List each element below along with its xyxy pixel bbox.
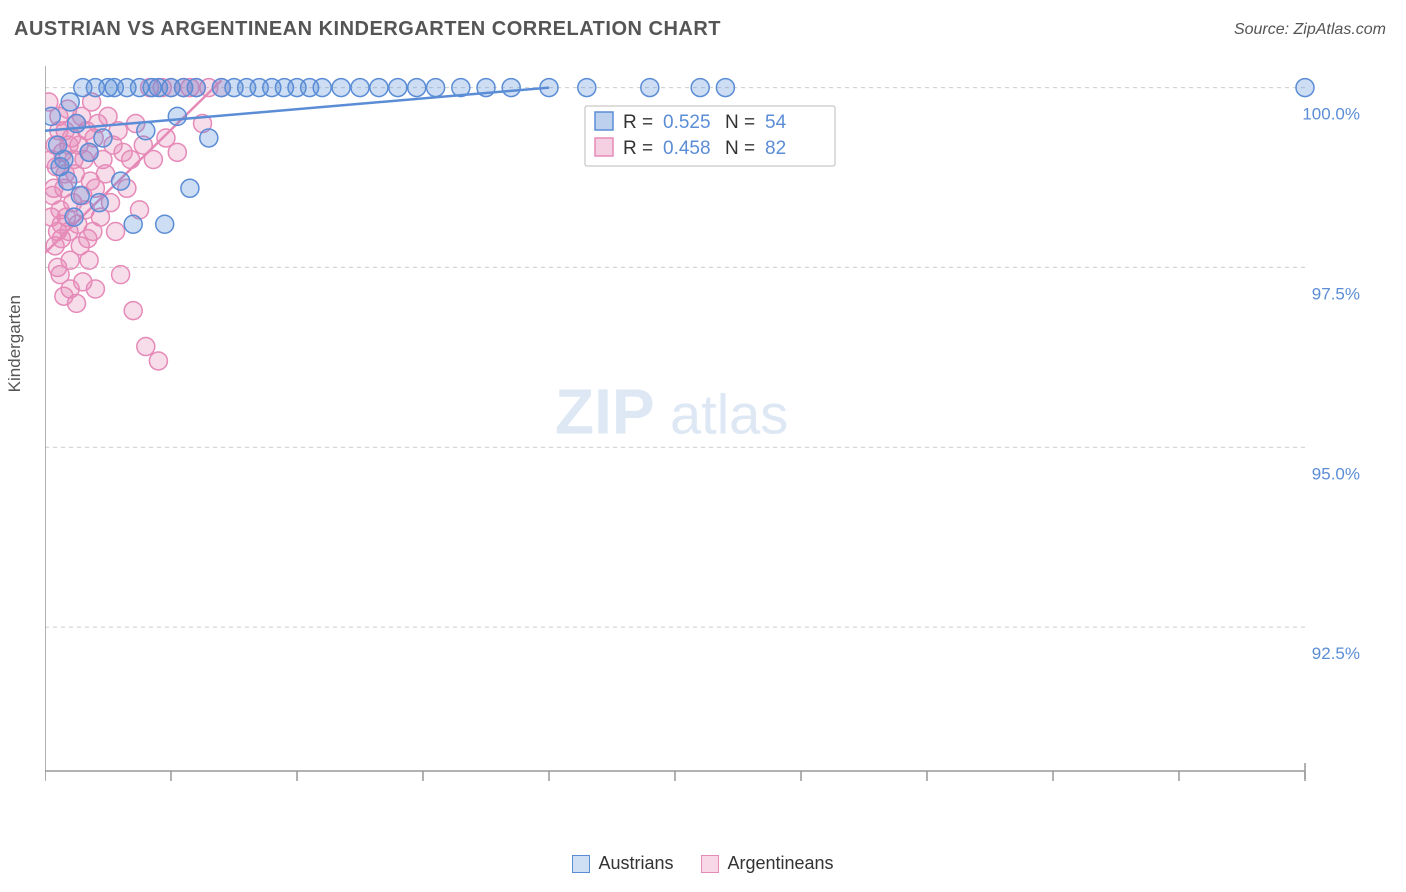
svg-text:R =: R = <box>623 112 653 133</box>
svg-text:atlas: atlas <box>670 383 788 446</box>
y-tick-label: 100.0% <box>1302 105 1360 124</box>
y-axis-label: Kindergarten <box>5 295 25 392</box>
svg-text:54: 54 <box>765 112 787 133</box>
scatter-point <box>1296 79 1314 97</box>
legend-swatch <box>572 855 590 873</box>
scatter-point <box>46 237 64 255</box>
scatter-point <box>332 79 350 97</box>
bottom-legend: Austrians Argentineans <box>0 853 1406 874</box>
scatter-point <box>80 251 98 269</box>
scatter-point <box>351 79 369 97</box>
y-tick-label: 95.0% <box>1312 464 1360 483</box>
scatter-point <box>716 79 734 97</box>
legend-item: Austrians <box>572 853 673 874</box>
scatter-point <box>137 122 155 140</box>
scatter-point <box>71 186 89 204</box>
source-label: Source: ZipAtlas.com <box>1234 21 1386 39</box>
scatter-point <box>124 215 142 233</box>
scatter-point <box>65 208 83 226</box>
scatter-point <box>502 79 520 97</box>
y-tick-label: 97.5% <box>1312 284 1360 303</box>
legend-swatch <box>701 855 719 873</box>
legend-item: Argentineans <box>701 853 833 874</box>
svg-text:N =: N = <box>725 112 755 133</box>
scatter-point <box>137 338 155 356</box>
scatter-point <box>641 79 659 97</box>
svg-text:0.458: 0.458 <box>663 138 711 159</box>
scatter-point <box>94 129 112 147</box>
svg-text:82: 82 <box>765 138 786 159</box>
legend-label: Austrians <box>598 853 673 874</box>
scatter-point <box>187 79 205 97</box>
svg-text:0.525: 0.525 <box>663 112 711 133</box>
svg-text:ZIP: ZIP <box>555 376 655 448</box>
scatter-point <box>156 215 174 233</box>
legend-label: Argentineans <box>727 853 833 874</box>
scatter-point <box>112 266 130 284</box>
scatter-point <box>90 194 108 212</box>
scatter-point <box>427 79 445 97</box>
scatter-point <box>124 302 142 320</box>
scatter-point <box>61 93 79 111</box>
chart-title: AUSTRIAN VS ARGENTINEAN KINDERGARTEN COR… <box>14 18 721 41</box>
scatter-point <box>408 79 426 97</box>
chart-container: Kindergarten 92.5%95.0%97.5%100.0%ZIPatl… <box>45 61 1406 801</box>
scatter-point <box>168 107 186 125</box>
scatter-point <box>181 179 199 197</box>
scatter-point <box>68 115 86 133</box>
scatter-point <box>86 280 104 298</box>
scatter-point <box>200 129 218 147</box>
scatter-point <box>55 287 73 305</box>
scatter-point <box>51 266 69 284</box>
scatter-point <box>168 143 186 161</box>
scatter-point <box>112 172 130 190</box>
svg-text:N =: N = <box>725 138 755 159</box>
scatter-point <box>313 79 331 97</box>
y-tick-label: 92.5% <box>1312 644 1360 663</box>
scatter-point <box>578 79 596 97</box>
scatter-point <box>59 172 77 190</box>
scatter-point <box>149 352 167 370</box>
scatter-point <box>370 79 388 97</box>
scatter-point <box>389 79 407 97</box>
scatter-point <box>80 143 98 161</box>
scatter-point <box>45 107 60 125</box>
scatter-point <box>122 151 140 169</box>
scatter-plot: 92.5%95.0%97.5%100.0%ZIPatlas0.0%100.0%R… <box>45 61 1365 801</box>
svg-text:R =: R = <box>623 138 653 159</box>
scatter-point <box>107 222 125 240</box>
scatter-point <box>691 79 709 97</box>
scatter-point <box>55 151 73 169</box>
